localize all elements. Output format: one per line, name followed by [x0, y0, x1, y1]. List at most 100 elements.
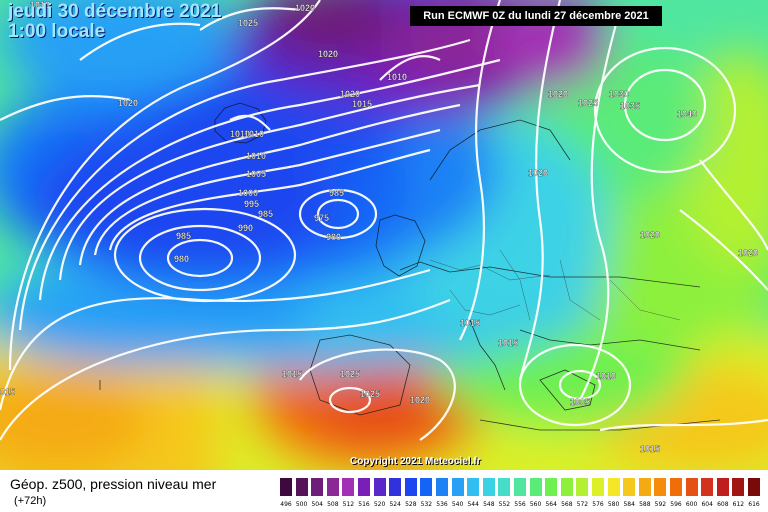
scale-tick-label: 616	[748, 501, 760, 508]
scale-tick-label: 508	[327, 501, 339, 508]
pressure-label: 1000	[238, 188, 258, 198]
scale-swatch	[529, 478, 542, 496]
pressure-label: 1020	[410, 395, 430, 405]
scale-tick-label: 588	[639, 501, 651, 508]
pressure-label: 1025	[578, 98, 598, 108]
pressure-label: 1010	[244, 129, 264, 139]
legend-title: Géop. z500, pression niveau mer	[10, 476, 217, 492]
model-run-label: Run ECMWF 0Z du lundi 27 décembre 2021	[410, 6, 662, 26]
pressure-label: 985	[329, 188, 344, 198]
scale-swatch	[592, 478, 604, 496]
pressure-label: 980	[326, 232, 341, 242]
pressure-label: 1025	[360, 389, 380, 399]
scale-swatch	[607, 478, 620, 496]
scale-swatch	[560, 478, 573, 496]
scale-tick-label: 556	[514, 501, 526, 508]
scale-tick-label: 540	[451, 501, 464, 508]
scale-tick-label: 496	[280, 501, 292, 508]
pressure-label: 1020	[118, 98, 138, 108]
pressure-label: 1015	[640, 444, 660, 454]
scale-swatch	[280, 478, 292, 496]
pressure-label: 985	[258, 209, 273, 219]
scale-tick-label: 596	[670, 501, 682, 508]
scale-tick-label: 568	[561, 501, 573, 508]
pressure-label: 995	[244, 199, 259, 209]
pressure-label: 1010	[30, 0, 50, 10]
scale-swatch	[576, 478, 589, 496]
pressure-label: 1015	[460, 318, 480, 328]
scale-tick-label: 528	[405, 501, 417, 508]
scale-tick-label: 608	[717, 501, 729, 508]
legend-bar: Géop. z500, pression niveau mer (+72h) 4…	[0, 470, 768, 512]
scale-tick-label: 548	[483, 501, 495, 508]
scale-swatch	[436, 478, 448, 496]
scale-tick-label: 504	[311, 501, 323, 508]
scale-tick-label: 592	[654, 501, 667, 508]
pressure-label: 1015	[352, 99, 372, 109]
pressure-label: 1035	[620, 101, 640, 111]
pressure-label: 1020	[318, 49, 338, 59]
scale-swatch	[654, 478, 667, 496]
scale-swatch	[701, 478, 714, 496]
pressure-label: 1010	[596, 371, 616, 381]
scale-tick-label: 516	[358, 501, 370, 508]
scale-swatch	[326, 478, 339, 496]
borders	[429, 249, 681, 321]
scale-tick-label: 524	[389, 501, 401, 508]
pressure-label: 1010	[230, 129, 250, 139]
scale-tick-label: 580	[607, 501, 620, 508]
scale-tick-label: 572	[576, 501, 589, 508]
scale-tick-label: 564	[545, 501, 557, 508]
pressure-label: 1020	[548, 89, 568, 99]
scale-swatch	[389, 478, 402, 496]
pressure-label: 1015	[282, 369, 302, 379]
pressure-label: 1025	[340, 369, 360, 379]
pressure-label: 1015	[498, 338, 518, 348]
pressure-label: 1010	[246, 151, 266, 161]
pressure-label: 1020	[295, 3, 315, 13]
scale-swatch	[482, 478, 495, 496]
pressure-label: 1005	[570, 397, 590, 407]
scale-tick-label: 512	[342, 501, 355, 508]
scale-swatch	[514, 478, 526, 496]
pressure-label: 1020	[640, 230, 660, 240]
scale-swatch	[420, 478, 433, 496]
pressure-label: 1020	[528, 168, 548, 178]
scale-tick-label: 500	[295, 501, 308, 508]
scale-tick-label: 520	[373, 501, 386, 508]
scale-swatch	[716, 478, 729, 496]
scale-swatch	[685, 478, 698, 496]
scale-swatch	[404, 478, 417, 496]
scale-swatch	[451, 478, 464, 496]
pressure-label: 1040	[677, 109, 697, 119]
scale-tick-label: 584	[623, 501, 635, 508]
pressure-label: 980	[174, 254, 189, 264]
scale-tick-label: 552	[498, 501, 511, 508]
scale-tick-label: 532	[420, 501, 433, 508]
forecast-date: jeudi 30 décembre 2021	[8, 1, 222, 22]
pressure-label: 1010	[387, 72, 407, 82]
scale-swatch	[358, 478, 370, 496]
scale-tick-label: 544	[467, 501, 479, 508]
forecast-map: 1010 1025 1020 1020 1010 1020 1015 1010 …	[0, 0, 768, 470]
scale-swatch	[545, 478, 558, 496]
scale-swatch	[498, 478, 511, 496]
pressure-label: 985	[176, 231, 191, 241]
scale-swatch	[467, 478, 480, 496]
pressure-label: 015	[0, 387, 15, 397]
scale-swatch	[342, 478, 355, 496]
scale-swatch	[732, 478, 745, 496]
scale-tick-label: 576	[592, 501, 604, 508]
pressure-label: 1030	[609, 89, 629, 99]
scale-swatch	[670, 478, 682, 496]
scale-tick-label: 612	[732, 501, 745, 508]
scale-swatch	[638, 478, 651, 496]
scale-tick-label: 560	[529, 501, 542, 508]
forecast-lead-time: (+72h)	[14, 495, 47, 507]
pressure-label: 975	[314, 213, 329, 223]
isobars	[0, 0, 768, 441]
copyright-notice: Copyright 2021 Meteociel.fr	[350, 456, 481, 467]
scale-tick-label: 604	[701, 501, 713, 508]
pressure-label: 1020	[738, 248, 758, 258]
